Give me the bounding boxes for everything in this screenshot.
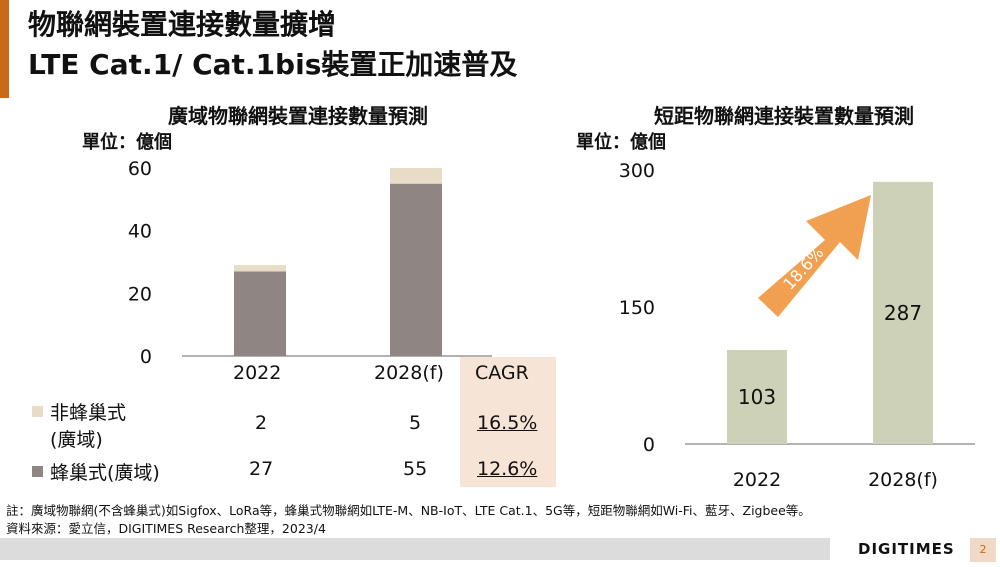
footnote-note: 註：廣域物聯網(不含蜂巢式)如Sigfox、LoRa等，蜂巢式物聯網如LTE-M… <box>6 503 811 518</box>
value-cellular-2022: 27 <box>249 458 274 480</box>
right-chart: 0 150 300 CAGR18.6% 103 2022 287 2028(f) <box>619 160 975 491</box>
footnote-source: 資料來源：愛立信，DIGITIMES Research整理，2023/4 <box>6 521 326 536</box>
left-y-tick: 40 <box>128 221 152 243</box>
left-y-tick: 0 <box>140 346 152 368</box>
right-unit-label: 單位：億個 <box>576 132 666 153</box>
left-chart-title: 廣域物聯網裝置連接數量預測 <box>168 104 428 128</box>
legend-label-cellular: 蜂巢式(廣域) <box>50 462 160 484</box>
page-subtitle: LTE Cat.1/ Cat.1bis裝置正加速普及 <box>28 48 518 81</box>
right-category-label: 2028(f) <box>868 469 938 491</box>
cagr-arrow <box>758 195 871 317</box>
category-2028: 2028(f) <box>374 362 444 384</box>
cagr-column-bg <box>460 357 556 487</box>
left-y-tick: 60 <box>128 158 152 180</box>
right-category-label: 2022 <box>733 469 781 491</box>
digitimes-logo: DIGITIMES <box>858 540 955 558</box>
left-unit-label: 單位：億個 <box>82 132 172 153</box>
bar-cellular-0 <box>234 271 286 356</box>
data-label-0: 103 <box>738 385 776 409</box>
right-y-tick: 0 <box>643 434 655 456</box>
data-label-1: 287 <box>884 301 922 325</box>
cagr-annotation: CAGR18.6% <box>764 230 827 294</box>
bar-short-range-1 <box>873 181 933 444</box>
cagr-header: CAGR <box>475 362 529 384</box>
value-cellular-2028: 55 <box>403 458 428 480</box>
right-chart-title: 短距物聯網連接裝置數量預測 <box>654 104 914 128</box>
legend-swatch-non-cellular <box>32 406 43 417</box>
accent-bar <box>0 0 9 98</box>
legend-label-non-cellular-2: (廣域) <box>50 429 103 451</box>
left-y-tick: 20 <box>128 283 152 305</box>
page-title: 物聯網裝置連接數量擴增 <box>28 8 337 41</box>
cagr-non-cellular: 16.5% <box>477 412 538 434</box>
right-y-tick: 150 <box>619 297 655 319</box>
bar-non-cellular-0 <box>234 265 286 272</box>
page-number: 2 <box>970 538 996 562</box>
value-non-cellular-2028: 5 <box>409 412 422 434</box>
legend-label-non-cellular-1: 非蜂巢式 <box>50 402 127 424</box>
bar-non-cellular-1 <box>390 168 442 184</box>
left-chart: 0 20 40 60 <box>128 158 492 368</box>
bar-cellular-1 <box>390 183 442 356</box>
right-y-tick: 300 <box>619 160 655 182</box>
category-2022: 2022 <box>233 362 282 384</box>
bottom-bar <box>0 538 830 560</box>
bar-short-range-0 <box>727 349 787 444</box>
legend-swatch-cellular <box>32 466 43 477</box>
cagr-cellular: 12.6% <box>477 458 538 480</box>
value-non-cellular-2022: 2 <box>255 412 268 434</box>
